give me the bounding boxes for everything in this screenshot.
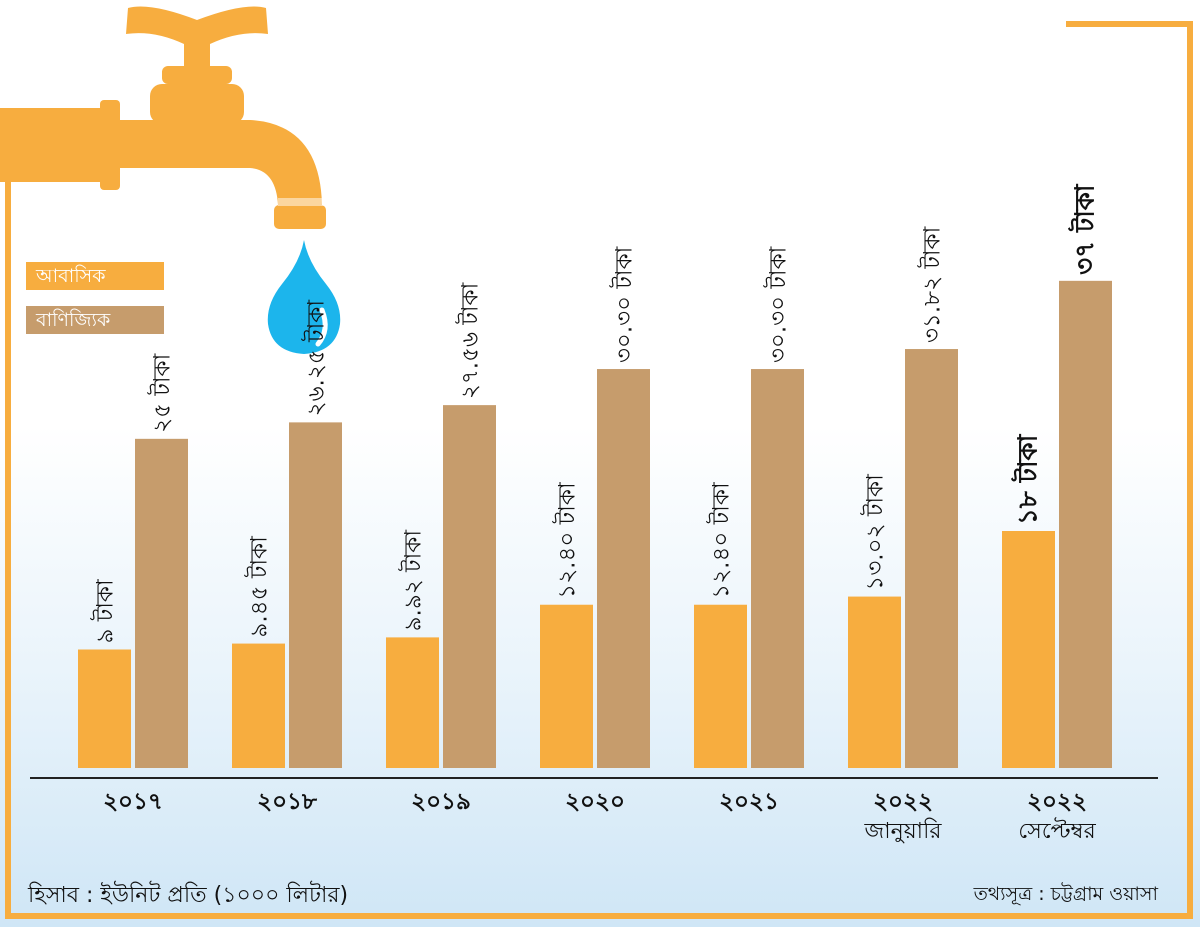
bar-residential-4 [694,604,747,768]
bar-value-label: ১৮ টাকা [1011,433,1044,525]
bar-residential-3 [540,604,593,768]
bar-commercial-0 [135,438,188,768]
bar-residential-1 [232,643,285,768]
bar-residential-0 [78,649,131,768]
x-tick-month: জানুয়ারি [864,819,942,844]
bar-commercial-5 [905,349,958,768]
bar-commercial-2 [443,405,496,768]
bar-value-label: ৩০.৩০ টাকা [764,246,792,363]
bar-value-label: ২৫ টাকা [148,353,176,432]
x-tick-label: ২০১৯ [371,788,511,817]
x-tick-label: ২০২২ জানুয়ারি [833,788,973,846]
bar-value-label: ১৩.০২ টাকা [861,474,889,591]
x-tick-label: ২০২২ সেপ্টেম্বর [987,788,1127,846]
x-tick-label: ২০১৭ [63,788,203,817]
x-tick-label: ২০১৮ [217,788,357,817]
bar-value-label: ২৭.৫৬ টাকা [456,282,484,399]
x-tick-year: ২০২২ [873,789,933,815]
bar-residential-5 [848,596,901,768]
legend-item-commercial: বাণিজ্যিক [26,306,164,334]
bar-value-label: ১২.৪০ টাকা [553,482,581,599]
x-tick-year: ২০১৭ [103,789,163,815]
bar-value-label: ২৬.২৫ টাকা [302,300,330,417]
bar-commercial-1 [289,422,342,768]
legend-item-residential: আবাসিক [26,262,164,290]
bar-value-label: ৯.৯২ টাকা [399,530,427,632]
x-tick-label: ২০২১ [679,788,819,817]
bar-value-label: ৩৭ টাকা [1068,183,1101,275]
bar-value-label: ৩০.৩০ টাকা [610,246,638,363]
bar-value-label: ৯.৪৫ টাকা [245,536,273,638]
x-tick-year: ২০১৯ [411,789,471,815]
bar-commercial-6 [1059,280,1112,768]
x-tick-year: ২০২২ [1027,789,1087,815]
x-tick-year: ২০১৮ [257,789,317,815]
water-drop-icon [267,240,341,354]
legend: আবাসিক বাণিজ্যিক [26,262,164,350]
faucet-icon [0,6,341,354]
x-tick-month: সেপ্টেম্বর [1018,819,1096,844]
bar-value-label: ৯ টাকা [91,579,119,644]
bar-commercial-4 [751,369,804,768]
bar-residential-2 [386,637,439,768]
bar-commercial-3 [597,369,650,768]
bar-residential-6 [1002,531,1055,768]
bar-value-label: ১২.৪০ টাকা [707,482,735,599]
unit-note: হিসাব : ইউনিট প্রতি (১০০০ লিটার) [28,883,349,908]
x-tick-label: ২০২০ [525,788,665,817]
source-note: তথ্যসূত্র : চট্টগ্রাম ওয়াসা [973,883,1158,905]
x-tick-year: ২০২১ [719,789,779,815]
bar-value-label: ৩১.৮২ টাকা [918,226,946,343]
x-tick-year: ২০২০ [565,789,625,815]
